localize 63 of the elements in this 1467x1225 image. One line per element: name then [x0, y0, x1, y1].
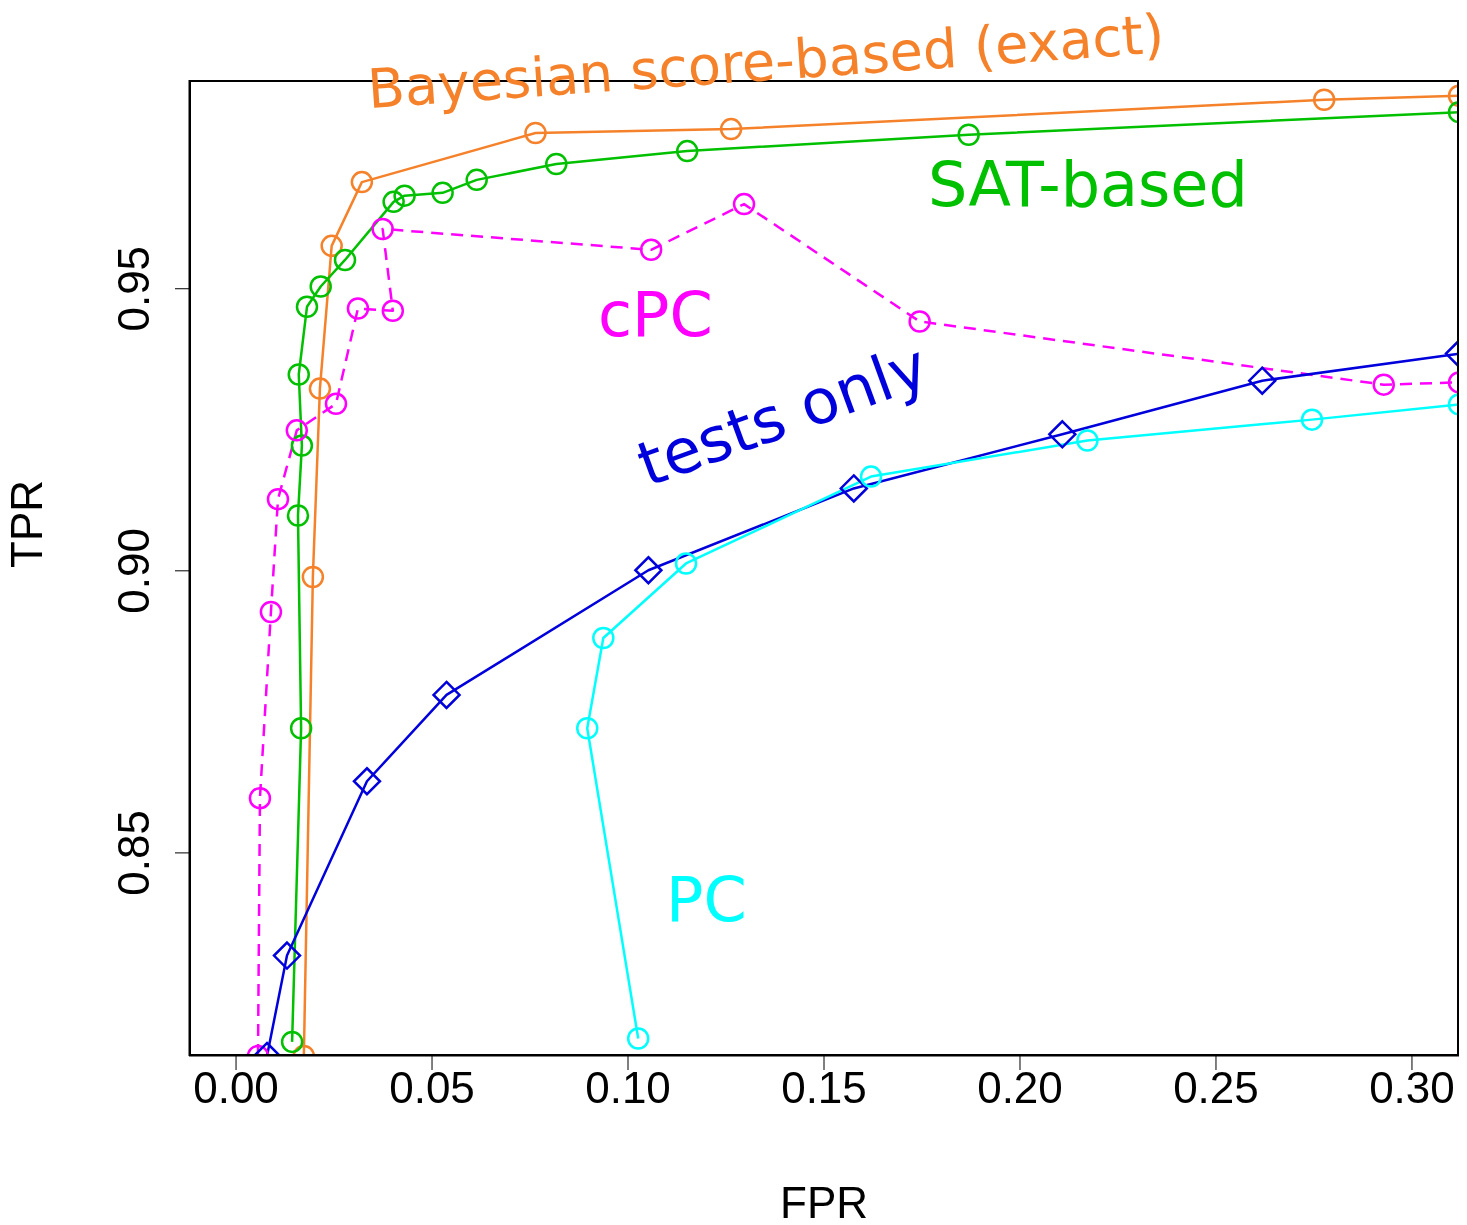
point [308, 377, 332, 400]
y-tick-label: 0.85 [109, 810, 158, 896]
point [266, 487, 290, 511]
point [350, 170, 374, 194]
point [431, 181, 454, 205]
point [301, 565, 325, 589]
point [1312, 88, 1336, 111]
point [732, 192, 756, 216]
point [272, 941, 302, 970]
point [393, 184, 416, 207]
point [545, 152, 568, 176]
point [1300, 408, 1324, 431]
point [289, 716, 313, 740]
point [674, 552, 698, 575]
x-axis-title: FPR [780, 1178, 868, 1225]
x-tick-label: 0.00 [193, 1063, 279, 1113]
point [626, 1027, 650, 1050]
x-tick-label: 0.25 [1173, 1063, 1259, 1113]
point [859, 465, 883, 488]
point [1048, 420, 1077, 449]
series-label: PC [666, 863, 747, 936]
point [908, 310, 931, 333]
point [634, 556, 663, 585]
point [333, 248, 357, 272]
point [675, 139, 699, 163]
point [324, 392, 348, 416]
point [465, 168, 488, 192]
x-tick-label: 0.05 [389, 1063, 475, 1113]
point [286, 504, 310, 527]
x-tick-label: 0.30 [1369, 1063, 1455, 1113]
point [1247, 366, 1277, 395]
point [381, 299, 405, 322]
x-tick-label: 0.10 [585, 1063, 671, 1113]
point [1076, 429, 1099, 452]
point [371, 217, 394, 241]
point [248, 786, 272, 810]
x-tick-label: 0.15 [781, 1063, 867, 1113]
point [287, 363, 310, 386]
point [576, 716, 599, 740]
point [382, 190, 405, 214]
point [309, 275, 332, 298]
point [295, 295, 319, 319]
point [592, 626, 615, 650]
point [957, 123, 980, 146]
point [346, 297, 370, 320]
point [259, 600, 283, 624]
point [352, 767, 382, 796]
x-tick-label: 0.20 [977, 1063, 1063, 1113]
y-tick-label: 0.90 [109, 528, 158, 614]
point [839, 474, 869, 503]
point [639, 238, 663, 262]
point [524, 121, 547, 145]
point [432, 680, 461, 710]
series-label: SAT-based [928, 148, 1248, 221]
y-axis-title: TPR [1, 480, 51, 568]
point [290, 434, 314, 457]
point [1372, 373, 1395, 396]
point [719, 117, 743, 141]
point [280, 1030, 304, 1054]
point [285, 419, 309, 442]
y-tick-label: 0.95 [109, 245, 158, 332]
series-label: cPC [598, 278, 713, 351]
series-label: Bayesian score-based (exact) [365, 2, 1167, 121]
